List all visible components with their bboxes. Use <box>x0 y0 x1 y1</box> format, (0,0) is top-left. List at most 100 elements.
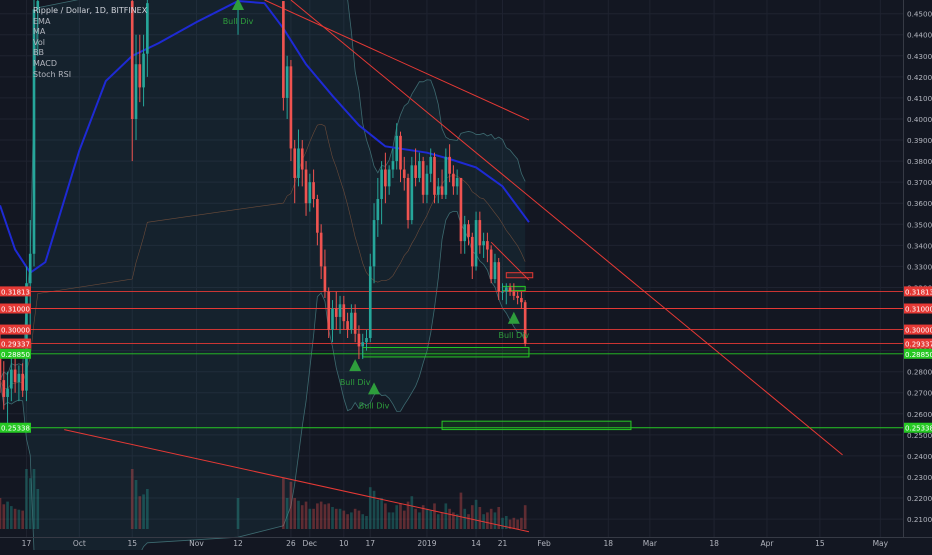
candle <box>282 1 285 111</box>
candle <box>523 300 527 347</box>
candle <box>384 152 387 204</box>
candle-body <box>520 297 523 303</box>
level-label-right-text: 0.31000 <box>905 306 932 314</box>
volume-bar <box>138 496 142 529</box>
volume-bar <box>338 508 342 529</box>
candle <box>452 165 455 195</box>
signal-arrow <box>349 359 362 372</box>
candle-body <box>467 224 470 237</box>
volume-bar <box>365 516 368 529</box>
volume-bar <box>508 519 512 529</box>
candle-body <box>312 182 315 200</box>
level-label-left: 0.28850 <box>0 348 31 359</box>
candle <box>399 131 402 183</box>
indicator-ma[interactable]: MA <box>33 27 46 37</box>
candle-body <box>399 135 402 170</box>
volume-bar <box>308 508 312 529</box>
level-label-right-bg <box>904 324 932 335</box>
candle-body <box>463 224 467 242</box>
candle <box>478 211 482 254</box>
candle-body <box>297 148 300 178</box>
candle-body <box>418 161 421 178</box>
chart-title[interactable]: Ripple / Dollar, 1D, BITFINEX <box>33 6 148 15</box>
volume-bar <box>0 498 2 529</box>
volume-bar <box>448 508 451 529</box>
candle-body <box>414 165 417 178</box>
volume-bar <box>361 514 365 529</box>
signal-marker: Bull Div <box>499 311 529 340</box>
volume-bar <box>327 503 331 529</box>
candle-body <box>482 241 485 246</box>
candle-body <box>368 266 372 338</box>
candle-body <box>319 232 323 267</box>
volume-bar <box>436 514 440 529</box>
volume-bar <box>512 517 516 529</box>
indicator-bb[interactable]: BB <box>33 48 44 58</box>
candle <box>338 295 342 334</box>
x-tick-label: 14 <box>471 539 481 548</box>
indicator-ema[interactable]: EMA <box>33 16 51 26</box>
candle-body <box>323 266 327 292</box>
indicator-vol[interactable]: Vol <box>33 37 45 47</box>
candle-body <box>285 66 289 98</box>
candle-body <box>452 173 455 187</box>
volume-bar <box>289 481 293 529</box>
volume-bar <box>433 503 436 529</box>
indicator-macd[interactable]: MACD <box>33 58 57 68</box>
x-tick-label: 21 <box>498 539 508 548</box>
candle <box>489 245 493 284</box>
candle <box>142 34 145 107</box>
trend-lines <box>64 0 843 533</box>
indicator-stoch-rsi[interactable]: Stoch RSI <box>33 69 72 79</box>
x-tick-label: 15 <box>815 539 825 548</box>
volume-bar <box>357 510 361 529</box>
candle <box>13 354 17 393</box>
candle-body <box>17 373 21 383</box>
signal-arrow <box>507 311 520 324</box>
candle <box>436 177 440 204</box>
volume-bar <box>346 514 349 529</box>
candle-body <box>0 350 2 381</box>
volume-bar <box>130 469 134 529</box>
volume-bar <box>10 506 13 529</box>
candle <box>300 140 304 187</box>
candle <box>395 123 399 170</box>
x-tick-label: Dec <box>303 539 318 548</box>
level-label-right-text: 0.31813 <box>905 288 932 296</box>
candle-body <box>146 3 149 54</box>
candle <box>334 291 338 330</box>
volume-bar <box>36 489 40 529</box>
candle-body <box>406 177 410 221</box>
candle <box>425 165 429 204</box>
x-tick-label: 15 <box>127 539 137 548</box>
volume-bar <box>17 509 21 529</box>
volume-bar <box>410 496 414 529</box>
candle <box>350 304 353 334</box>
volume-bar <box>293 498 297 529</box>
volume-bar <box>504 516 508 529</box>
candle-body <box>497 262 501 292</box>
candle-body <box>410 165 414 221</box>
candle-body <box>470 236 474 267</box>
x-tick-label: 12 <box>233 539 243 548</box>
level-label-right: 0.30000 <box>904 324 932 335</box>
candle-body <box>316 199 319 233</box>
candle <box>387 165 391 195</box>
x-tick-label: Apr <box>760 539 774 548</box>
candle-body <box>282 1 285 98</box>
candle-body <box>334 308 338 317</box>
candle <box>493 253 497 284</box>
volume-bar <box>25 469 28 529</box>
level-label-right: 0.28850 <box>904 348 932 359</box>
level-label-left-bg <box>0 338 31 349</box>
candle-body <box>436 186 440 195</box>
volume-bar <box>304 501 308 529</box>
